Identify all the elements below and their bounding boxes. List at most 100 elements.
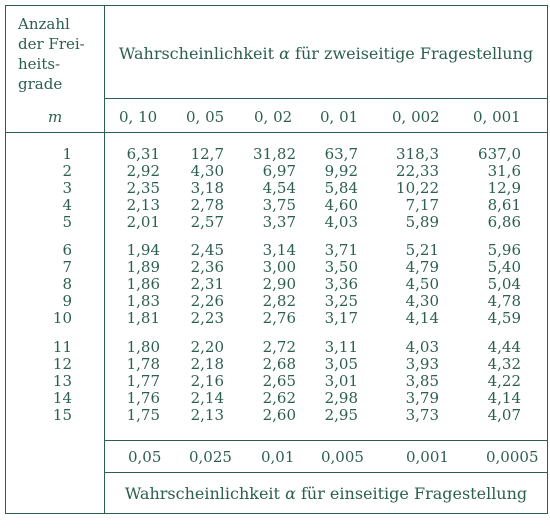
heading-two-suffix: für zweiseitige Fragestellung [295,44,534,63]
alpha-one-sided-value: 0,025 [189,448,232,466]
critical-value-cell: 1,86 [126,275,160,293]
alpha-one-sided-value: 0,05 [128,448,162,466]
critical-value-cell: 3,01 [324,372,358,390]
heading-one-sided: Wahrscheinlichkeit α für einseitige Frag… [104,484,548,503]
stub-symbol: m [48,108,63,126]
critical-value-cell: 2,20 [190,338,224,356]
critical-value-cell: 3,71 [324,241,358,259]
stub-line-3: heits- [18,55,61,73]
critical-value-cell: 5,40 [487,258,521,276]
critical-value-cell: 2,13 [126,196,160,214]
critical-value-cell: 4,60 [324,196,358,214]
critical-value-cell: 4,79 [405,258,439,276]
critical-value-cell: 7,17 [405,196,439,214]
alpha-two-sided-value: 0, 02 [254,108,293,126]
alpha-two-sided-value: 0, 05 [186,108,225,126]
critical-value-cell: 2,35 [126,179,160,197]
critical-value-cell: 2,95 [324,406,358,424]
critical-value-cell: 4,22 [487,372,521,390]
alpha-one-sided-value: 0,005 [321,448,364,466]
critical-value-cell: 2,65 [262,372,296,390]
alpha-one-sided-value: 0,01 [261,448,295,466]
critical-value-cell: 3,85 [405,372,439,390]
critical-value-cell: 2,78 [190,196,224,214]
header-rule [5,132,548,133]
critical-value-cell: 1,94 [126,241,160,259]
critical-value-cell: 2,76 [262,309,296,327]
stub-line-2: der Frei- [18,35,85,53]
degrees-of-freedom-cell: 2 [62,162,72,180]
critical-value-cell: 3,50 [324,258,358,276]
critical-value-cell: 2,90 [262,275,296,293]
alpha-two-sided-value: 0, 001 [473,108,521,126]
critical-value-cell: 3,11 [324,338,358,356]
critical-value-cell: 2,36 [190,258,224,276]
critical-value-cell: 2,13 [190,406,224,424]
stub-heading: Anzahl der Frei- heits- grade [18,14,85,94]
critical-value-cell: 1,89 [126,258,160,276]
critical-value-cell: 1,81 [126,309,160,327]
degrees-of-freedom-cell: 8 [62,275,72,293]
critical-value-cell: 637,0 [478,145,521,163]
critical-value-cell: 10,22 [396,179,439,197]
alpha-two-sided-value: 0, 10 [119,108,158,126]
critical-value-cell: 12,9 [487,179,521,197]
body-bottom-rule [104,440,548,441]
critical-value-cell: 2,31 [190,275,224,293]
degrees-of-freedom-cell: 1 [62,145,72,163]
critical-value-cell: 4,03 [324,213,358,231]
critical-value-cell: 2,01 [126,213,160,231]
critical-value-cell: 4,30 [190,162,224,180]
critical-value-cell: 2,60 [262,406,296,424]
critical-value-cell: 1,80 [126,338,160,356]
critical-value-cell: 2,62 [262,389,296,407]
critical-value-cell: 3,25 [324,292,358,310]
table-frame [5,5,548,514]
critical-value-cell: 1,78 [126,355,160,373]
critical-value-cell: 3,00 [262,258,296,276]
stub-line-4: grade [18,75,63,93]
critical-value-cell: 6,31 [126,145,160,163]
critical-value-cell: 2,26 [190,292,224,310]
critical-value-cell: 2,45 [190,241,224,259]
heading-one-suffix: für einseitige Fragestellung [300,484,528,503]
heading-one-symbol: α [285,484,296,503]
critical-value-cell: 3,18 [190,179,224,197]
critical-value-cell: 5,89 [405,213,439,231]
critical-value-cell: 3,79 [405,389,439,407]
critical-value-cell: 4,54 [262,179,296,197]
critical-value-cell: 4,78 [487,292,521,310]
critical-value-cell: 2,14 [190,389,224,407]
critical-value-cell: 2,23 [190,309,224,327]
footer-rule [104,472,548,473]
stub-line-1: Anzahl [18,15,70,33]
alpha-two-sided-value: 0, 01 [320,108,359,126]
critical-value-cell: 1,76 [126,389,160,407]
critical-value-cell: 3,36 [324,275,358,293]
critical-value-cell: 31,82 [253,145,296,163]
critical-value-cell: 5,84 [324,179,358,197]
critical-value-cell: 9,92 [324,162,358,180]
heading-two-symbol: α [279,44,290,63]
critical-value-cell: 63,7 [324,145,358,163]
heading-two-prefix: Wahrscheinlichkeit [118,44,275,63]
critical-value-cell: 4,07 [487,406,521,424]
degrees-of-freedom-cell: 9 [62,292,72,310]
alpha-one-sided-value: 0,001 [406,448,449,466]
degrees-of-freedom-cell: 6 [62,241,72,259]
degrees-of-freedom-cell: 12 [52,355,72,373]
degrees-of-freedom-cell: 3 [62,179,72,197]
critical-value-cell: 1,75 [126,406,160,424]
degrees-of-freedom-cell: 15 [52,406,72,424]
critical-value-cell: 2,72 [262,338,296,356]
critical-value-cell: 3,17 [324,309,358,327]
critical-value-cell: 2,16 [190,372,224,390]
critical-value-cell: 4,44 [487,338,521,356]
critical-value-cell: 3,05 [324,355,358,373]
critical-value-cell: 4,14 [487,389,521,407]
critical-value-cell: 1,77 [126,372,160,390]
degrees-of-freedom-cell: 13 [52,372,72,390]
critical-value-cell: 4,14 [405,309,439,327]
critical-value-cell: 2,82 [262,292,296,310]
critical-value-cell: 6,86 [487,213,521,231]
